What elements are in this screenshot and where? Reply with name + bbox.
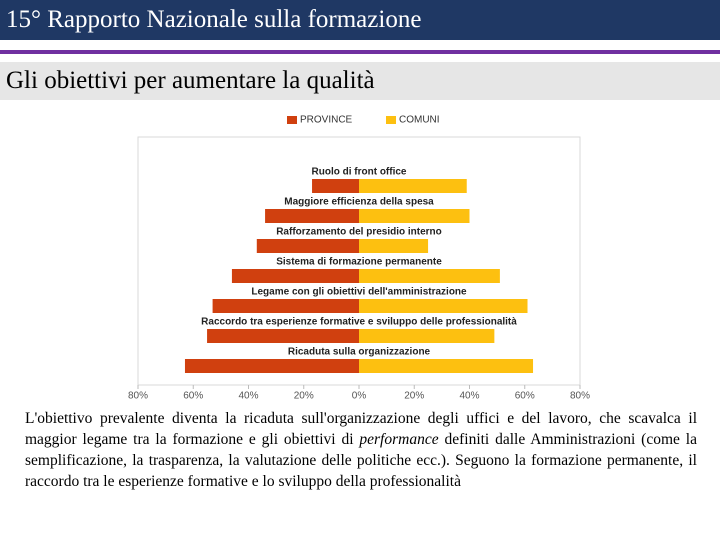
body-text: L'obiettivo prevalente diventa la ricadu…: [25, 408, 697, 492]
legend-swatch: [287, 116, 297, 124]
bar: [359, 299, 528, 313]
category-label: Rafforzamento del presidio interno: [276, 227, 442, 238]
category-label: Sistema di formazione permanente: [276, 257, 442, 268]
slide-subtitle: Gli obiettivi per aumentare la qualità: [0, 62, 720, 100]
x-tick-label: 0%: [352, 391, 367, 402]
text: performance: [359, 431, 439, 448]
category-label: Legame con gli obiettivi dell'amministra…: [251, 287, 467, 298]
bar: [265, 209, 359, 223]
divider: [0, 50, 720, 54]
legend-label: PROVINCE: [300, 115, 353, 126]
legend-swatch: [386, 116, 396, 124]
bar: [359, 239, 429, 253]
category-label: Raccordo tra esperienze formative e svil…: [201, 317, 517, 328]
x-tick-label: 20%: [404, 391, 424, 402]
bar: [207, 329, 359, 343]
x-tick-label: 80%: [128, 391, 148, 402]
x-tick-label: 60%: [515, 391, 535, 402]
x-tick-label: 40%: [459, 391, 479, 402]
category-label: Maggiore efficienza della spesa: [284, 197, 434, 208]
bar: [312, 179, 359, 193]
bar: [256, 239, 359, 253]
bar: [359, 209, 470, 223]
x-tick-label: 80%: [570, 391, 590, 402]
bar: [359, 359, 534, 373]
x-tick-label: 40%: [238, 391, 258, 402]
category-label: Ruolo di front office: [312, 167, 407, 178]
text: L'obiettivo prevalente diventa la ricadu…: [25, 410, 697, 448]
bar: [359, 269, 500, 283]
bar: [359, 329, 495, 343]
x-tick-label: 60%: [183, 391, 203, 402]
x-tick-label: 20%: [294, 391, 314, 402]
text: definiti dalle Amministrazioni (come la …: [25, 431, 697, 490]
chart: 80% 60% 40% 20% 0% 20% 40% 60% 80% PROVINCE COMUNI…: [128, 115, 590, 402]
slide-title: 15° Rapporto Nazionale sulla formazione: [0, 0, 720, 40]
bar: [184, 359, 359, 373]
category-label: Ricaduta sulla organizzazione: [288, 347, 431, 358]
bar: [231, 269, 359, 283]
bar: [212, 299, 359, 313]
bar: [359, 179, 467, 193]
legend-label: COMUNI: [399, 115, 440, 126]
